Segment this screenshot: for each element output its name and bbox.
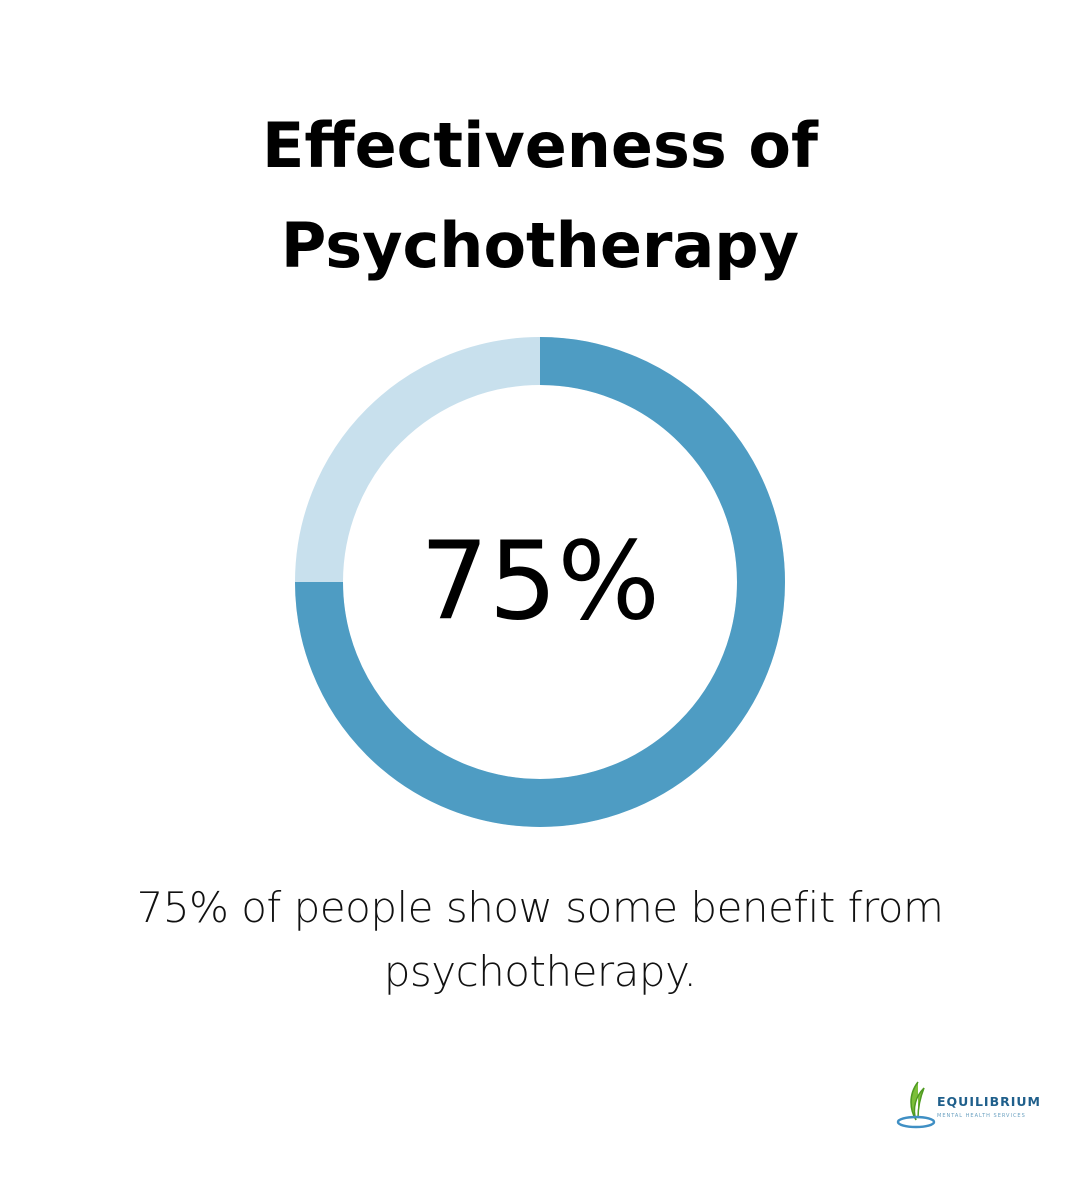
logo: EQUILIBRIUM MENTAL HEALTH SERVICES xyxy=(896,1081,1041,1129)
caption: 75% of people show some benefit from psy… xyxy=(136,883,944,996)
logo-tagline: MENTAL HEALTH SERVICES xyxy=(937,1113,1026,1119)
donut-arc xyxy=(295,337,785,827)
logo-ripple xyxy=(896,1115,936,1129)
logo-leaf xyxy=(910,1081,925,1121)
logo-name: EQUILIBRIUM xyxy=(937,1094,1041,1109)
chart-title: Effectiveness of Psychotherapy xyxy=(262,109,818,282)
center-label: 75% xyxy=(420,520,660,645)
